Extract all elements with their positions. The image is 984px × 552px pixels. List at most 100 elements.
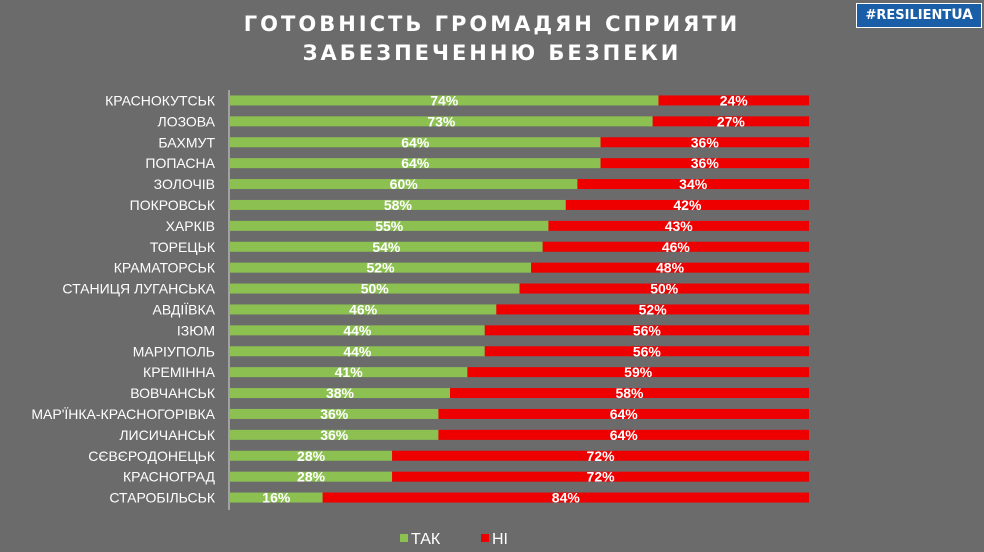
value-label-no-краснокутськ: 24% (720, 92, 749, 108)
value-label-yes-бахмут: 64% (401, 134, 430, 150)
legend-swatch-yes (400, 534, 408, 542)
value-label-yes-станиця-луганська: 50% (361, 281, 390, 297)
value-label-no-золочів: 34% (679, 176, 708, 192)
brand-name: RESILIENT (876, 8, 952, 23)
value-label-no-сєвєродонецьк: 72% (587, 448, 616, 464)
value-label-no-авдіївка: 52% (639, 301, 668, 317)
bar-no-кремінна (467, 367, 809, 378)
value-label-yes-авдіївка: 46% (349, 301, 378, 317)
bar-no-бахмут (600, 137, 809, 148)
resilientua-logo: #RESILIENTUA (856, 3, 982, 28)
bar-no-лозова (652, 116, 809, 127)
category-label-старобільськ: СТАРОБІЛЬСЬК (109, 490, 215, 506)
category-labels: КРАСНОКУТСЬК ЛОЗОВА БАХМУТ ПОПАСНА ЗОЛОЧІВ ПО… (31, 92, 215, 505)
bar-no-сєвєродонецьк (392, 450, 809, 461)
category-label-лозова: ЛОЗОВА (158, 113, 216, 129)
legend-label-no: НІ (492, 531, 508, 548)
value-label-yes-старобільськ: 16% (262, 490, 291, 506)
value-label-yes-вовчанськ: 38% (326, 385, 355, 401)
value-label-no-покровськ: 42% (673, 197, 702, 213)
category-label-бахмут: БАХМУТ (158, 134, 215, 150)
bar-no-покровськ (565, 199, 809, 210)
legend-label-yes: ТАК (411, 531, 441, 548)
bar-yes-краснокутськ (230, 95, 659, 106)
bar-yes-покровськ (230, 199, 566, 210)
bar-no-ізюм (484, 325, 809, 336)
bar-no-авдіївка (496, 304, 809, 315)
chart-title-line-1: ГОТОВНІСТЬ ГРОМАДЯН СПРИЯТИ (243, 12, 741, 36)
legend: ТАК НІ (400, 531, 508, 548)
category-label-мар-їнка-красногорівка: МАР'ЇНКА-КРАСНОГОРІВКА (31, 406, 215, 422)
brand-prefix: # (865, 8, 877, 23)
bar-yes-бахмут (230, 137, 601, 148)
bar-yes-торецьк (230, 241, 543, 252)
value-label-yes-кремінна: 41% (335, 364, 364, 380)
bar-no-станиця-луганська (519, 283, 809, 294)
bar-no-вовчанськ (450, 388, 809, 399)
bar-no-красноград (392, 471, 809, 482)
bar-yes-авдіївка (230, 304, 497, 315)
category-label-вовчанськ: ВОВЧАНСЬК (130, 385, 216, 401)
value-label-yes-маріуполь: 44% (343, 343, 372, 359)
category-label-сєвєродонецьк: СЄВЄРОДОНЕЦЬК (88, 448, 216, 464)
bar-yes-мар-їнка-красногорівка (230, 408, 439, 419)
value-label-yes-харків: 55% (375, 218, 404, 234)
bar-no-золочів (577, 179, 809, 190)
bar-no-торецьк (542, 241, 809, 252)
category-label-покровськ: ПОКРОВСЬК (130, 197, 216, 213)
bar-yes-золочів (230, 179, 578, 190)
category-label-кремінна: КРЕМІННА (143, 364, 216, 380)
chart-title: ГОТОВНІСТЬ ГРОМАДЯН СПРИЯТИ ЗАБЕЗПЕЧЕННЮ… (0, 10, 984, 68)
bars (230, 95, 809, 503)
value-label-no-лозова: 27% (717, 113, 746, 129)
bar-yes-лисичанськ (230, 429, 439, 440)
value-label-yes-покровськ: 58% (384, 197, 413, 213)
value-label-no-старобільськ: 84% (552, 490, 581, 506)
value-label-no-кремінна: 59% (624, 364, 653, 380)
value-label-yes-сєвєродонецьк: 28% (297, 448, 326, 464)
category-label-станиця-луганська: СТАНИЦЯ ЛУГАНСЬКА (62, 281, 215, 297)
value-label-no-лисичанськ: 64% (610, 427, 639, 443)
bar-yes-лозова (230, 116, 653, 127)
value-label-no-торецьк: 46% (662, 239, 691, 255)
category-label-торецьк: ТОРЕЦЬК (150, 239, 216, 255)
bar-yes-станиця-луганська (230, 283, 520, 294)
value-label-no-харків: 43% (665, 218, 694, 234)
value-label-yes-мар-їнка-красногорівка: 36% (320, 406, 349, 422)
category-label-лисичанськ: ЛИСИЧАНСЬК (119, 427, 216, 443)
value-label-yes-лозова: 73% (427, 113, 456, 129)
value-label-yes-краснокутськ: 74% (430, 92, 459, 108)
bar-no-мар-їнка-красногорівка (438, 408, 809, 419)
value-labels: 74% 24% 73% 27% 64% 36% 64% 36% 60% 34% 58% 42% 55% 4… (262, 92, 748, 505)
value-label-no-ізюм: 56% (633, 322, 662, 338)
category-label-харків: ХАРКІВ (166, 218, 215, 234)
value-label-yes-попасна: 64% (401, 155, 430, 171)
category-label-маріуполь: МАРІУПОЛЬ (133, 343, 215, 359)
value-label-no-мар-їнка-красногорівка: 64% (610, 406, 639, 422)
legend-swatch-no (481, 534, 489, 542)
value-label-no-маріуполь: 56% (633, 343, 662, 359)
bar-yes-старобільськ (230, 492, 323, 503)
bar-no-маріуполь (484, 346, 809, 357)
category-label-попасна: ПОПАСНА (145, 155, 215, 171)
bar-yes-маріуполь (230, 346, 485, 357)
chart-title-line-2: ЗАБЕЗПЕЧЕННЮ БЕЗПЕКИ (302, 41, 682, 65)
value-label-no-краматорськ: 48% (656, 260, 685, 276)
bar-yes-попасна (230, 158, 601, 169)
bar-yes-кремінна (230, 367, 468, 378)
category-label-краматорськ: КРАМАТОРСЬК (114, 260, 216, 276)
value-label-yes-золочів: 60% (390, 176, 419, 192)
category-label-красноград: КРАСНОГРАД (123, 469, 215, 485)
category-label-авдіївка: АВДІЇВКА (153, 301, 216, 317)
bar-yes-харків (230, 220, 549, 231)
category-label-золочів: ЗОЛОЧІВ (154, 176, 215, 192)
bar-no-краснокутськ (658, 95, 809, 106)
brand-suffix: UA (951, 7, 973, 23)
bar-yes-вовчанськ (230, 388, 451, 399)
value-label-no-станиця-луганська: 50% (650, 281, 679, 297)
bar-no-харків (548, 220, 809, 231)
value-label-yes-торецьк: 54% (372, 239, 401, 255)
category-label-ізюм: ІЗЮМ (177, 322, 215, 338)
value-label-no-бахмут: 36% (691, 134, 720, 150)
